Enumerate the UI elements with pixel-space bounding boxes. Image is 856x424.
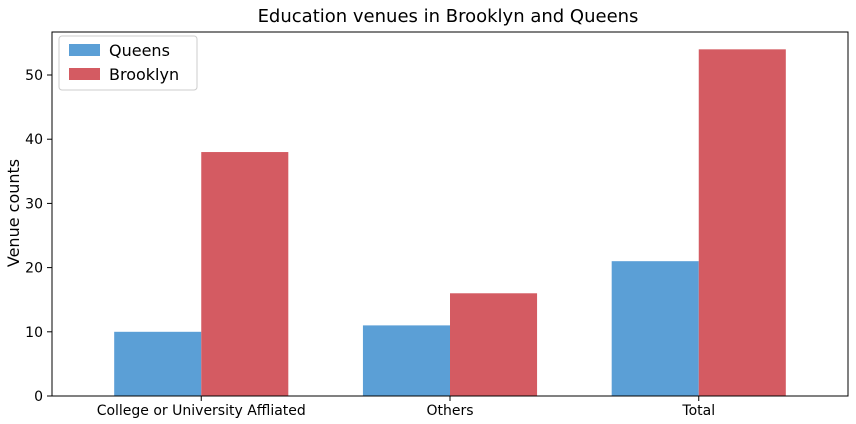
y-tick-label: 50: [25, 68, 43, 84]
legend: Queens Brooklyn: [58, 35, 198, 91]
x-tick-label: Total: [681, 403, 715, 419]
bar-queens-1: [362, 325, 450, 396]
y-tick-label: 30: [25, 196, 43, 212]
y-tick-label: 40: [25, 132, 43, 148]
y-tick-label: 0: [34, 389, 43, 405]
legend-label-brooklyn: Brooklyn: [109, 65, 179, 84]
y-tick-label: 10: [25, 325, 43, 341]
legend-swatch-brooklyn: [69, 68, 100, 80]
bar-brooklyn-1: [450, 293, 538, 396]
legend-swatch-queens: [69, 44, 100, 56]
y-axis-label: Venue counts: [4, 159, 23, 267]
legend-label-queens: Queens: [109, 41, 170, 60]
bar-brooklyn-2: [698, 49, 786, 396]
bar-queens-0: [114, 331, 202, 396]
plot-area: 0 10 20 30 40 50 College or University Affliat…: [25, 31, 849, 419]
chart-title: Education venues in Brooklyn and Queens: [258, 6, 639, 27]
bar-brooklyn-0: [201, 152, 289, 396]
bar-queens-2: [611, 261, 699, 396]
y-tick-label: 20: [25, 261, 43, 277]
x-tick-label: Others: [426, 403, 473, 419]
x-tick-label: College or University Affliated: [97, 403, 306, 419]
